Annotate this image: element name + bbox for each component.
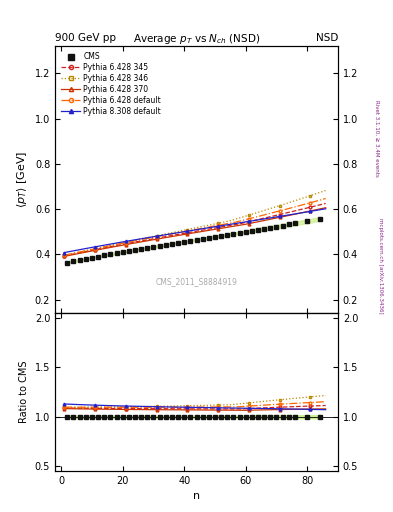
Text: Rivet 3.1.10, ≥ 3.4M events: Rivet 3.1.10, ≥ 3.4M events xyxy=(374,100,379,177)
Text: NSD: NSD xyxy=(316,33,338,44)
Legend: CMS, Pythia 6.428 345, Pythia 6.428 346, Pythia 6.428 370, Pythia 6.428 default,: CMS, Pythia 6.428 345, Pythia 6.428 346,… xyxy=(59,50,163,118)
Y-axis label: $\langle p_T \rangle$ [GeV]: $\langle p_T \rangle$ [GeV] xyxy=(15,151,29,208)
Y-axis label: Ratio to CMS: Ratio to CMS xyxy=(19,361,29,423)
X-axis label: n: n xyxy=(193,492,200,501)
Text: CMS_2011_S8884919: CMS_2011_S8884919 xyxy=(156,276,237,286)
Text: 900 GeV pp: 900 GeV pp xyxy=(55,33,116,44)
Title: Average $p_T$ vs $N_{ch}$ (NSD): Average $p_T$ vs $N_{ch}$ (NSD) xyxy=(133,32,260,46)
Text: mcplots.cern.ch [arXiv:1306.3436]: mcplots.cern.ch [arXiv:1306.3436] xyxy=(378,219,383,314)
